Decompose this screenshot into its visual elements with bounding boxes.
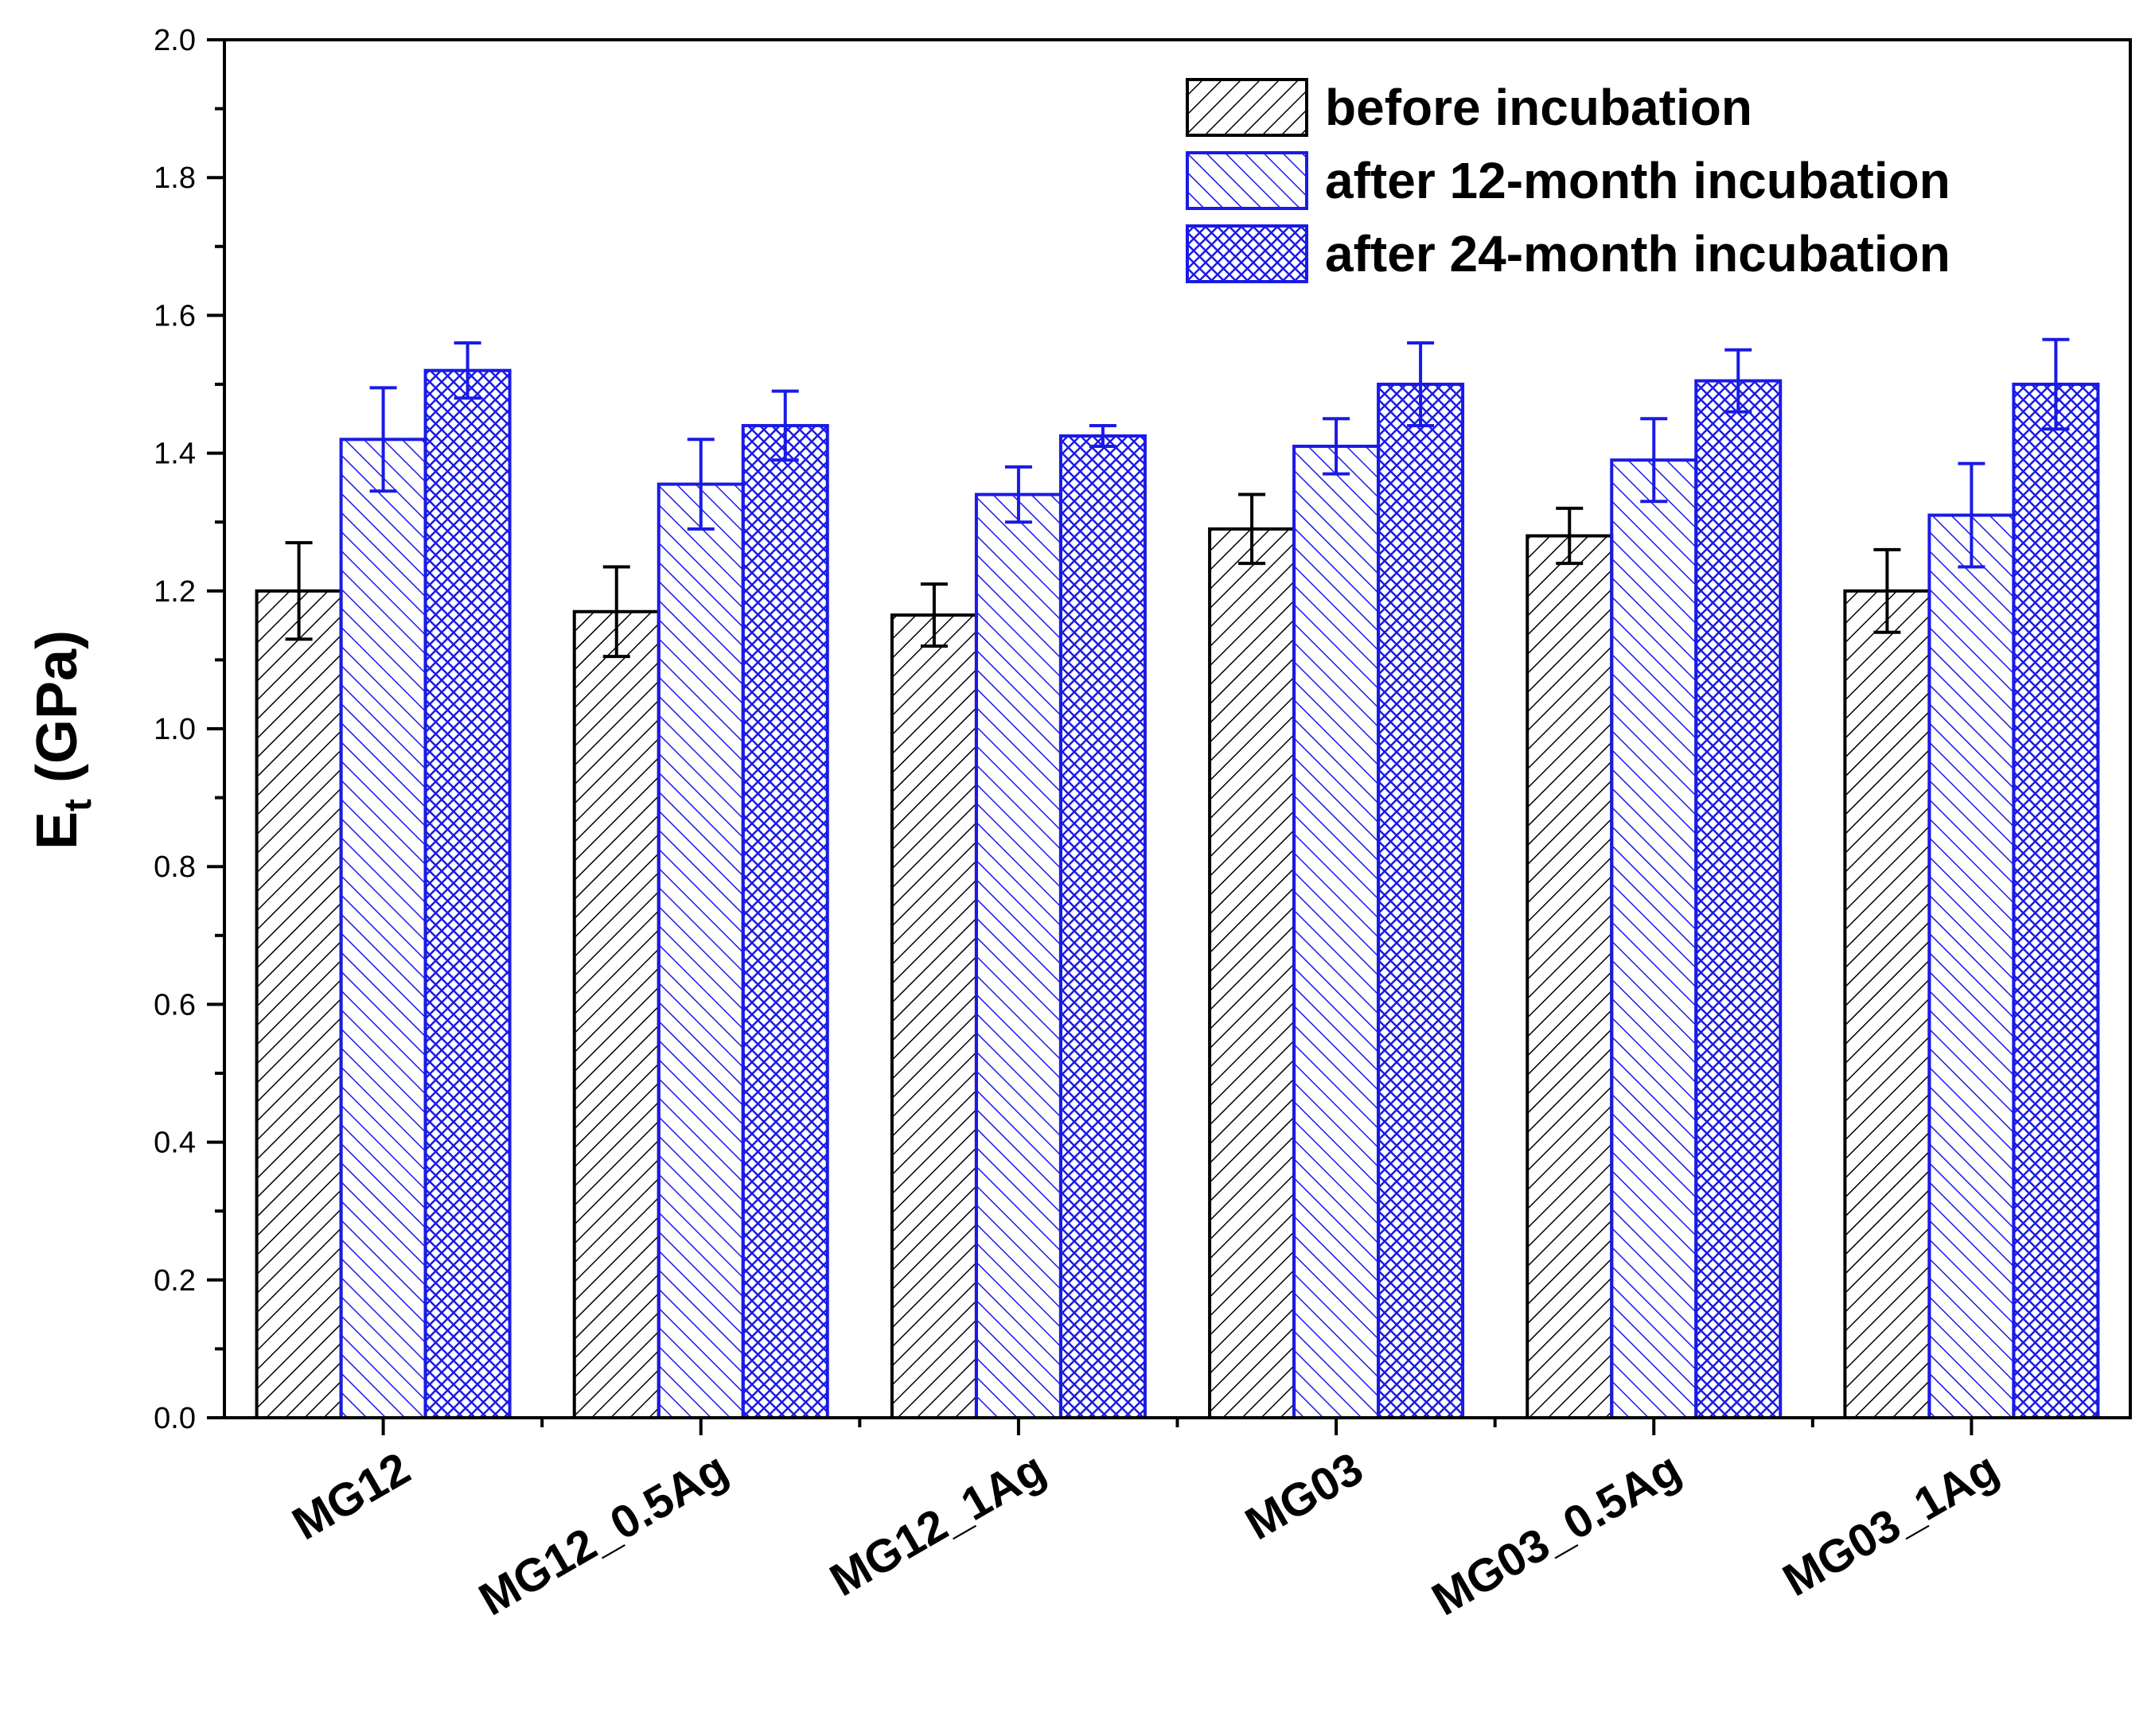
y-tick-label: 0.4 [154,1127,196,1160]
error-bar [285,541,313,641]
x-category-label: MG03 [1237,1442,1371,1550]
bars [255,368,2100,1420]
error-bar [602,565,630,659]
bar-MG12_1Ag-series-1 [974,492,1062,1419]
bar-MG03_0.5Ag-series-2 [1694,379,1783,1419]
error-bar [1089,423,1116,448]
error-bar [1724,348,1752,414]
error-bar [1323,417,1350,476]
plot-frame [223,38,2132,1419]
legend-swatch-12-month [1186,151,1308,210]
legend-label-before: before incubation [1325,79,1752,136]
y-tick-label: 1.4 [154,438,196,471]
axis-ticks: 0.0 0.2 0.4 0.6 0.8 1.0 1.2 1.4 1.6 1.8 2.0 [154,24,1974,1435]
y-tick-label: 2.0 [154,24,196,57]
error-bar [454,341,481,400]
x-category-label: MG12_0.5Ag [470,1442,736,1625]
bar-MG03_1Ag-series-0 [1843,589,1931,1419]
y-tick-label: 1.0 [154,713,196,746]
bar-MG03-series-0 [1208,527,1296,1419]
y-axis-label-subscript: t [57,799,99,812]
bar-MG12_0.5Ag-series-0 [572,609,660,1419]
y-axis-label-main: E [25,812,89,850]
y-axis-label-unit: (GPa) [25,630,89,799]
bar-MG03-series-1 [1292,444,1381,1420]
bar-MG12_1Ag-series-2 [1058,434,1147,1420]
y-tick-label: 1.2 [154,575,196,609]
legend: before incubation after 12-month incubat… [1186,78,1950,283]
y-axis-label: Et (GPa) [25,630,99,850]
bar-MG12_0.5Ag-series-1 [657,482,745,1420]
legend-label-12-month: after 12-month incubation [1325,152,1950,209]
x-category-label: MG12_1Ag [821,1442,1054,1606]
y-tick-label: 1.8 [154,162,196,195]
error-bar [687,438,715,531]
x-category-label: MG03_1Ag [1775,1442,2007,1606]
error-bar [1556,506,1584,566]
bar-MG12-series-1 [339,438,427,1419]
y-tick-label: 0.2 [154,1264,196,1298]
error-bar [1873,547,1901,634]
bar-MG12_1Ag-series-0 [890,613,978,1419]
y-tick-label: 1.6 [154,299,196,333]
y-tick-label: 0.0 [154,1402,196,1435]
error-bars [285,337,2070,659]
error-bar [920,582,948,648]
bar-MG03_1Ag-series-1 [1927,513,2016,1419]
error-bar [1640,417,1668,504]
bar-MG03_0.5Ag-series-0 [1526,534,1614,1419]
bar-MG12_0.5Ag-series-2 [741,423,829,1420]
error-bar [1407,341,1435,427]
bar-MG12-series-0 [255,589,343,1419]
error-bar [1004,465,1032,524]
legend-swatch-24-month [1186,224,1308,283]
legend-swatch-before [1186,78,1308,137]
legend-label-24-month: after 24-month incubation [1325,225,1950,282]
y-tick-label: 0.8 [154,850,196,884]
error-bar [1958,461,1985,569]
y-tick-label: 0.6 [154,988,196,1022]
error-bar [369,386,397,493]
category-labels: MG12 MG12_0.5Ag MG12_1Ag MG03 MG03_0.5Ag MG03… [284,1442,2007,1625]
x-category-label: MG03_0.5Ag [1424,1442,1689,1625]
bar-MG03-series-2 [1377,383,1465,1419]
error-bar [1238,492,1266,566]
bar-MG03_1Ag-series-2 [2012,383,2100,1419]
x-category-label: MG12 [284,1442,419,1550]
bar-MG03_0.5Ag-series-1 [1610,458,1698,1419]
bar-MG12-series-2 [423,368,512,1419]
error-bar [2042,337,2070,431]
error-bar [771,389,799,462]
